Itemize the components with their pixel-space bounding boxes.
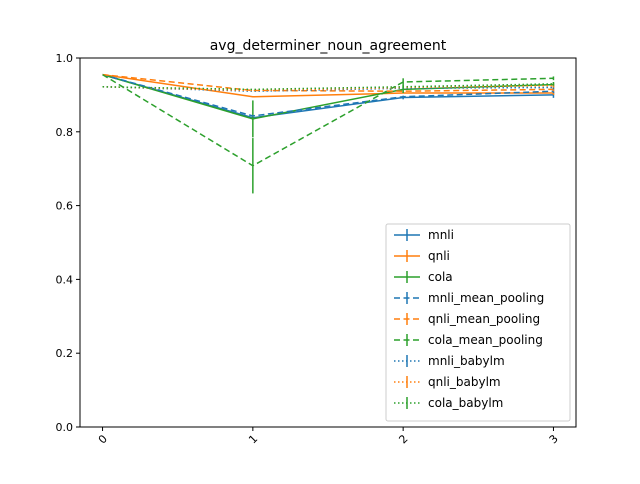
- legend-item-cola_babylm: cola_babylm: [394, 396, 503, 410]
- series-cola_babylm: [102, 81, 555, 91]
- legend-label: mnli_babylm: [428, 354, 505, 368]
- legend-label: mnli_mean_pooling: [428, 291, 544, 305]
- series-line-mnli_mean_pooling: [102, 73, 554, 117]
- y-tick-label: 0.0: [56, 421, 74, 434]
- y-tick-label: 0.8: [56, 126, 74, 139]
- legend-label: cola_babylm: [428, 396, 503, 410]
- legend-item-cola: cola: [394, 270, 453, 284]
- series-cola_mean_pooling: [102, 73, 555, 194]
- y-tick-label: 1.0: [56, 52, 74, 65]
- legend-item-qnli_mean_pooling: qnli_mean_pooling: [394, 312, 540, 326]
- legend-label: cola: [428, 270, 453, 284]
- legend-item-mnli_babylm: mnli_babylm: [394, 354, 505, 368]
- legend-label: qnli_babylm: [428, 375, 501, 389]
- series-line-qnli: [102, 73, 554, 98]
- series-line-cola: [102, 73, 554, 120]
- plot-frame: [79, 57, 577, 428]
- x-tick-label: 0: [96, 432, 110, 446]
- legend-item-mnli_mean_pooling: mnli_mean_pooling: [394, 291, 544, 305]
- x-tick-label: 3: [547, 432, 561, 446]
- chart-title: avg_determiner_noun_agreement: [210, 38, 447, 54]
- legend-label: mnli: [428, 228, 454, 242]
- legend-item-qnli_babylm: qnli_babylm: [394, 375, 501, 389]
- series-line-cola_mean_pooling: [102, 73, 554, 167]
- legend-item-qnli: qnli: [394, 249, 450, 263]
- legend-label: cola_mean_pooling: [428, 333, 543, 347]
- legend-box: [385, 223, 571, 422]
- x-tick-label: 1: [246, 432, 260, 446]
- series-line-cola_babylm: [102, 83, 554, 91]
- legend-item-cola_mean_pooling: cola_mean_pooling: [394, 333, 543, 347]
- x-tick-label: 2: [396, 432, 410, 446]
- y-tick-label: 0.2: [56, 347, 74, 360]
- y-tick-label: 0.6: [56, 200, 74, 213]
- y-tick-label: 0.4: [56, 273, 74, 286]
- chart-legend: mnli qnli cola mnli_mean_pooling qnli_mean_p…: [385, 223, 571, 422]
- legend-item-mnli: mnli: [394, 228, 454, 242]
- legend-label: qnli: [428, 249, 450, 263]
- legend-label: qnli_mean_pooling: [428, 312, 540, 326]
